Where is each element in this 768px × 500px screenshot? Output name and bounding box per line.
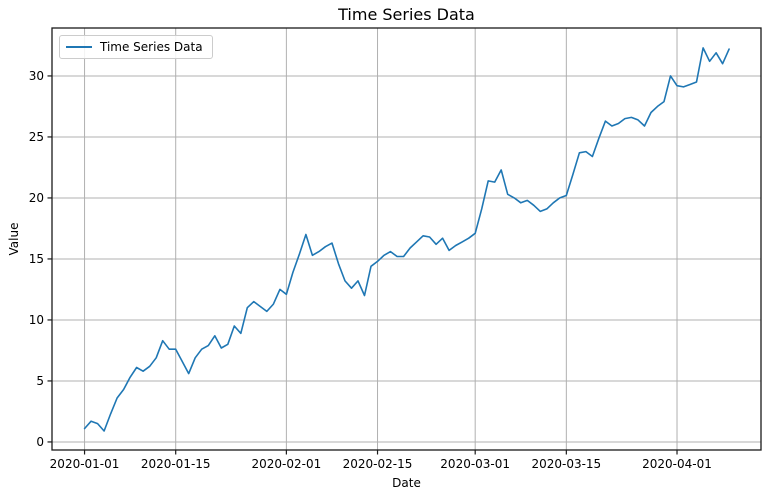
y-tick-label: 25 [29,130,44,144]
y-tick-label: 0 [36,435,44,449]
x-tick-label: 2020-02-15 [343,457,413,471]
y-tick-label: 15 [29,252,44,266]
legend: Time Series Data [59,35,213,59]
y-tick-label: 30 [29,69,44,83]
x-tick-label: 2020-02-01 [252,457,322,471]
y-tick-label: 10 [29,313,44,327]
legend-label: Time Series Data [100,40,203,54]
y-axis-label: Value [7,222,21,256]
x-tick-label: 2020-03-15 [531,457,601,471]
x-tick-label: 2020-01-01 [50,457,120,471]
y-tick-label: 5 [36,374,44,388]
x-tick-label: 2020-03-01 [440,457,510,471]
legend-line-sample [66,46,92,48]
time-series-line [83,47,730,432]
x-tick-label: 2020-01-15 [141,457,211,471]
chart-title: Time Series Data [338,5,475,24]
y-tick-label: 20 [29,191,44,205]
x-tick-label: 2020-04-01 [642,457,712,471]
x-axis-label: Date [392,476,421,490]
plot-border [51,27,762,451]
